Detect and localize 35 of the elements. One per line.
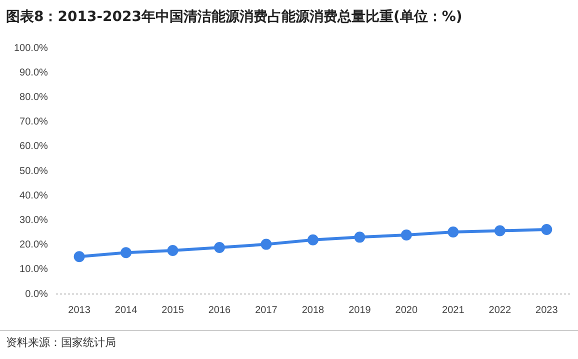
y-tick-label: 100.0%	[14, 42, 48, 54]
y-tick-label: 90.0%	[20, 67, 48, 78]
x-tick-label: 2015	[162, 304, 184, 316]
x-tick-label: 2021	[442, 304, 465, 316]
x-tick-label: 2013	[68, 304, 91, 316]
x-tick-label: 2022	[488, 304, 512, 316]
point	[354, 232, 366, 243]
point	[494, 225, 506, 236]
point	[448, 226, 459, 238]
y-tick-label: 30.0%	[20, 214, 48, 226]
y-tick-label: 70.0%	[20, 116, 48, 128]
y-tick-label: 40.0%	[20, 190, 48, 202]
x-tick-label: 2019	[348, 304, 372, 316]
text: 资料来源：国家统计局	[6, 335, 116, 350]
point	[167, 244, 178, 256]
y-tick-label: 80.0%	[20, 92, 48, 103]
x-tick-label: 2020	[395, 304, 418, 316]
x-tick-label: 2014	[114, 304, 138, 316]
y-tick-label: 10.0%	[20, 264, 48, 276]
point	[74, 251, 85, 262]
x-tick-label: 2018	[302, 304, 325, 316]
x-tick-label: 2016	[208, 304, 232, 316]
point	[307, 234, 318, 246]
point	[214, 242, 225, 254]
point	[260, 238, 272, 250]
y-tick-label: 0.0%	[25, 288, 48, 300]
point	[400, 229, 412, 240]
chart-title: 图表8：2013-2023年中国清洁能源消费占能源消费总量比重(单位：%)	[6, 8, 462, 26]
point	[120, 247, 132, 258]
y-tick-label: 60.0%	[20, 141, 48, 152]
y-tick-label: 50.0%	[20, 166, 48, 177]
point	[541, 224, 552, 236]
x-tick-label: 2017	[255, 304, 278, 316]
y-tick-label: 20.0%	[20, 240, 48, 251]
x-tick-label: 2023	[536, 304, 558, 316]
